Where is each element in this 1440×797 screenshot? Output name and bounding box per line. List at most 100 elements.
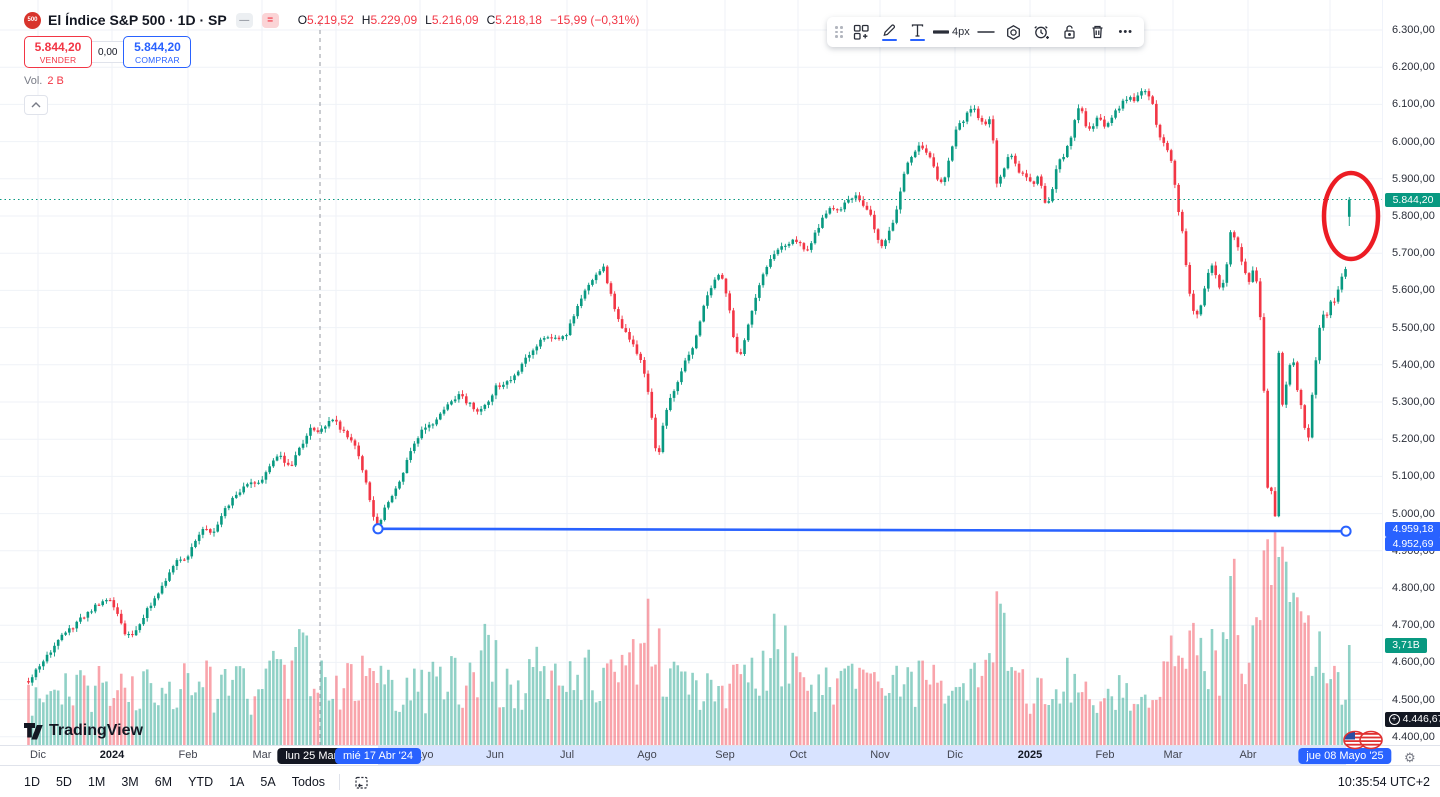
volume-bar [758, 695, 761, 745]
text-color-icon[interactable] [905, 19, 929, 45]
volume-bar [457, 704, 461, 745]
candle-body [1255, 270, 1258, 282]
volume-bar [1314, 666, 1318, 745]
pencil-color-icon[interactable] [877, 19, 901, 45]
volume-bar [379, 665, 383, 745]
volume-bar [1025, 703, 1028, 745]
candle-body [175, 560, 179, 566]
candle-body [208, 529, 212, 533]
volume-bar [706, 673, 709, 745]
candle-body [821, 217, 824, 228]
lock-open-icon[interactable] [1058, 19, 1082, 45]
volume-bar [1166, 661, 1169, 745]
time-axis-settings-icon[interactable]: ⚙ [1404, 750, 1416, 765]
candle-body [1181, 211, 1184, 232]
volume-bar [64, 673, 67, 745]
candle-body [205, 529, 208, 531]
candle-body [275, 456, 279, 461]
candle-body [758, 285, 761, 298]
highlight-ellipse-drawing[interactable] [1321, 170, 1381, 262]
candle-body [138, 624, 142, 631]
settings-icon[interactable] [1002, 19, 1026, 45]
go-to-date-button[interactable] [348, 771, 374, 793]
buy-price: 5.844,20 [134, 40, 181, 54]
chart-pane[interactable] [0, 0, 1382, 745]
volume-bar [364, 676, 368, 745]
volume-bar [995, 591, 999, 745]
candle-body [220, 516, 223, 525]
symbol-title[interactable]: El Índice S&P 500 · 1D · SP [48, 12, 227, 28]
volume-bar [925, 679, 928, 745]
range-button-3m[interactable]: 3M [121, 775, 139, 789]
more-options-button[interactable]: ••• [1118, 26, 1134, 38]
volume-bar [1040, 678, 1043, 745]
delete-icon[interactable] [1086, 19, 1110, 45]
candle-body [732, 310, 735, 337]
candle-body [45, 654, 49, 662]
clock-utc[interactable]: 10:35:54 UTC+2 [1337, 775, 1430, 789]
candle-body [691, 348, 694, 355]
volume-bar [999, 603, 1002, 745]
volume-bar [1077, 692, 1080, 745]
volume-bar [401, 704, 405, 745]
line-width-button[interactable]: 4px [933, 19, 970, 45]
volume-bar [1255, 617, 1258, 745]
market-status-icon[interactable]: = [261, 12, 279, 28]
range-button-todos[interactable]: Todos [291, 775, 326, 789]
hide-symbol-icon[interactable]: — [235, 12, 253, 28]
volume-bar [832, 704, 835, 745]
candle-body [1333, 301, 1336, 303]
collapse-legend-button[interactable] [24, 95, 48, 115]
volume-bar [617, 682, 620, 745]
volume-bar [1344, 699, 1347, 745]
volume-bar [145, 669, 149, 745]
tradingview-logo-text: TradingView [49, 722, 143, 739]
time-axis[interactable]: Dic2024FebMarAbrMayoJunJulAgoSepOctNovDi… [0, 745, 1440, 766]
candle-body [1225, 264, 1229, 283]
drag-handle[interactable] [835, 26, 843, 38]
price-axis[interactable]: 6.300,00 6.200,00 6.100,00 6.000,00 5.900,00… [1382, 0, 1440, 745]
countdown-chip[interactable]: +4.446,67 [1385, 712, 1440, 727]
alert-clock-icon[interactable] [1030, 19, 1054, 45]
volume-bar [1277, 557, 1281, 745]
range-button-5a[interactable]: 5A [260, 775, 276, 789]
volume-bar [1321, 672, 1325, 745]
trend-line-handle[interactable] [1340, 525, 1352, 537]
candle-body [683, 360, 687, 372]
volume-bar [1143, 694, 1147, 745]
volume-bar [873, 672, 876, 745]
line-style-button[interactable] [974, 19, 998, 45]
candle-body [954, 129, 958, 147]
volume-bar [542, 666, 546, 745]
range-button-1d[interactable]: 1D [24, 775, 40, 789]
range-button-1m[interactable]: 1M [87, 775, 106, 789]
candle-body [435, 419, 438, 425]
add-alert-icon[interactable]: + [1388, 713, 1400, 725]
volume-bar [260, 689, 264, 745]
range-button-1a[interactable]: 1A [229, 775, 245, 789]
candle-body [624, 328, 628, 332]
range-button-5d[interactable]: 5D [55, 775, 72, 789]
range-button-ytd[interactable]: YTD [188, 775, 214, 789]
candle-body [1062, 157, 1065, 160]
tradingview-logo[interactable]: TradingView [24, 722, 143, 740]
trendline-date-1-chip: mié 17 Abr '24 [335, 747, 421, 764]
sell-button[interactable]: 5.844,20 VENDER [24, 36, 92, 68]
buy-button[interactable]: 5.844,20 COMPRAR [123, 36, 192, 68]
volume-bar [268, 660, 271, 745]
candle-body [1054, 169, 1058, 190]
volume-bar [45, 694, 49, 745]
candle-body [1114, 110, 1117, 118]
candle-body [1080, 108, 1084, 112]
candle-body [246, 484, 249, 487]
volume-bar [739, 674, 743, 745]
candle-body [554, 337, 557, 339]
volume-bar [691, 672, 694, 745]
candle-body [669, 397, 672, 410]
object-tree-icon[interactable] [849, 19, 873, 45]
trend-line-handle[interactable] [372, 523, 384, 535]
volume-bar [535, 646, 539, 745]
range-button-6m[interactable]: 6M [154, 775, 173, 789]
candle-body [772, 254, 776, 260]
y-axis-tick: 6.200,00 [1392, 61, 1435, 74]
